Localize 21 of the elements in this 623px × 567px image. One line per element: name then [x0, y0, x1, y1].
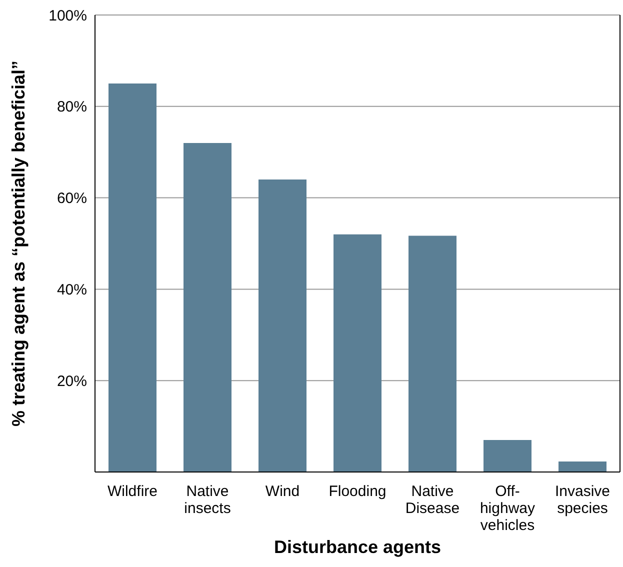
- y-tick-label: 100%: [48, 7, 87, 24]
- y-tick-label: 20%: [56, 372, 87, 390]
- x-axis-title: Disturbance agents: [274, 537, 442, 557]
- y-tick-label: 60%: [56, 190, 87, 208]
- y-tick-label: 80%: [56, 98, 87, 116]
- bar: [258, 180, 306, 472]
- bar: [334, 234, 382, 472]
- x-tick-label: Flooding: [328, 483, 386, 500]
- y-axis-title: % treating agent as “potentially beneficial”: [8, 60, 28, 427]
- bar: [108, 84, 156, 472]
- y-tick-label: 40%: [56, 282, 87, 299]
- bar: [484, 440, 532, 472]
- x-tick-label: Native Disease: [405, 483, 460, 517]
- x-tick-label: Invasive species: [554, 483, 610, 517]
- x-tick-label: Native insects: [184, 483, 231, 517]
- bar: [184, 142, 232, 472]
- x-tick-label: Wildfire: [107, 483, 158, 500]
- bar: [558, 461, 606, 472]
- bar: [408, 236, 456, 472]
- x-tick-label: Off- highway vehicles: [480, 483, 536, 534]
- x-tick-label: Wind: [265, 483, 300, 500]
